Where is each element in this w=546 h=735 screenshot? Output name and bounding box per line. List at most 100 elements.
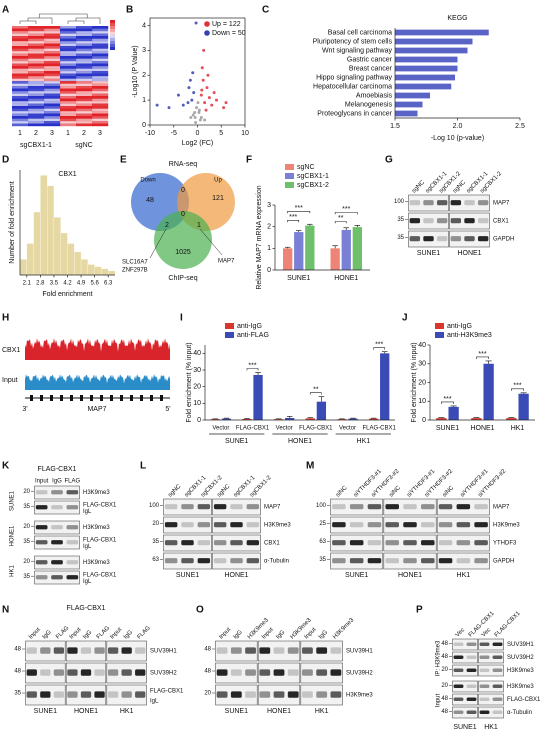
blot-frame bbox=[478, 664, 504, 677]
color-key bbox=[110, 20, 115, 23]
blot-band bbox=[453, 710, 464, 715]
blot-band bbox=[438, 522, 453, 528]
blot-band bbox=[479, 710, 490, 715]
bar bbox=[395, 38, 473, 45]
point bbox=[200, 66, 204, 70]
x-axis-label: Fold enrichment bbox=[42, 291, 92, 298]
heatmap-cell bbox=[92, 26, 109, 29]
protein-label: MAP7 bbox=[264, 505, 281, 511]
blot-band bbox=[466, 668, 477, 673]
group-label: HK1 bbox=[315, 708, 329, 715]
group-label: SUNE1 bbox=[345, 572, 368, 579]
y-tick-label: 0 bbox=[267, 267, 271, 274]
blot-band bbox=[456, 522, 471, 528]
blot-frame bbox=[478, 706, 504, 719]
blot-band bbox=[332, 540, 346, 546]
heatmap-cell bbox=[44, 58, 61, 62]
color-key bbox=[110, 29, 115, 32]
blot-frame bbox=[436, 552, 490, 570]
blot-band bbox=[438, 558, 453, 564]
color-key bbox=[110, 23, 115, 26]
heatmap-cell bbox=[44, 101, 61, 104]
x-tick-label: 5.6 bbox=[90, 281, 99, 287]
blot-band bbox=[421, 558, 435, 564]
heatmap-cell bbox=[12, 26, 29, 29]
blot-band bbox=[316, 669, 328, 676]
heatmap-cell bbox=[92, 43, 109, 47]
heatmap-cell bbox=[44, 86, 61, 89]
blot-band bbox=[423, 218, 434, 224]
bar bbox=[518, 393, 529, 420]
exon bbox=[70, 395, 73, 401]
heatmap-cell bbox=[60, 101, 77, 104]
blot-band bbox=[349, 522, 364, 528]
heatmap-cell bbox=[12, 76, 29, 79]
blot-band bbox=[403, 540, 417, 546]
x-tick-label: 4.9 bbox=[77, 281, 86, 287]
heatmap-cell bbox=[12, 98, 29, 102]
heatmap-cell bbox=[92, 96, 109, 99]
blot-band bbox=[80, 669, 92, 676]
x-tick-label: 6.3 bbox=[104, 281, 113, 287]
blot-frame bbox=[408, 194, 449, 212]
heatmap-cell bbox=[12, 28, 29, 32]
heatmap-cell bbox=[12, 96, 29, 99]
heatmap-cell bbox=[92, 28, 109, 32]
panel-label: O bbox=[196, 605, 204, 616]
lane-label: IgG bbox=[42, 629, 53, 640]
x-tick-label: 0 bbox=[196, 130, 200, 137]
legend-label: Down = 50 bbox=[212, 30, 246, 37]
blot-band bbox=[216, 669, 228, 676]
significance-label: *** bbox=[295, 205, 303, 212]
blot-band bbox=[135, 669, 146, 676]
heatmap-cell bbox=[12, 61, 29, 64]
ladder-label: 35 bbox=[397, 217, 404, 223]
blot-band bbox=[456, 540, 471, 546]
heatmap-cell bbox=[28, 103, 45, 107]
blot-frame bbox=[383, 552, 437, 570]
heatmap-cell bbox=[12, 103, 29, 107]
blot-band bbox=[35, 575, 48, 580]
category-label: FLAG-CBX1 bbox=[236, 426, 270, 432]
heatmap-cell bbox=[44, 38, 61, 42]
protein-label: FLAG-CBX1 bbox=[83, 502, 117, 508]
histogram-bar bbox=[60, 232, 68, 276]
blot-band bbox=[213, 522, 227, 528]
blot-band bbox=[302, 669, 313, 676]
heatmap-cell bbox=[28, 56, 45, 59]
significance-label: *** bbox=[248, 362, 256, 369]
blot-band bbox=[259, 647, 271, 654]
blot-band bbox=[26, 691, 37, 698]
bar bbox=[352, 227, 362, 270]
venn-label: Up bbox=[214, 178, 222, 184]
blot-frame bbox=[300, 684, 343, 706]
category-label: Breast cancer bbox=[349, 65, 393, 72]
lane-label: IgG bbox=[82, 629, 93, 640]
lane-label: sgNC bbox=[167, 483, 182, 498]
heatmap-cell bbox=[28, 73, 45, 77]
blot-band bbox=[456, 558, 471, 564]
lane-label: IgG bbox=[233, 629, 244, 640]
exon bbox=[90, 395, 93, 401]
x-tick-label: 2.8 bbox=[36, 281, 45, 287]
point bbox=[193, 116, 197, 120]
blot-band bbox=[421, 540, 435, 546]
heatmap-cell bbox=[60, 53, 77, 57]
heatmap-cell bbox=[60, 31, 77, 34]
heatmap-cell bbox=[28, 38, 45, 42]
category-label: Gastric cancer bbox=[347, 56, 393, 63]
blot-frame bbox=[478, 680, 504, 693]
blot-band bbox=[330, 669, 342, 676]
heatmap-cell bbox=[76, 76, 93, 79]
blot-band bbox=[51, 560, 63, 565]
heatmap-cell bbox=[28, 46, 45, 49]
point bbox=[199, 93, 203, 97]
blot-band bbox=[164, 540, 178, 546]
point bbox=[224, 101, 228, 105]
point bbox=[201, 78, 205, 82]
panel-label: J bbox=[402, 313, 408, 324]
heatmap-cell bbox=[28, 71, 45, 74]
blot-frame bbox=[25, 640, 66, 662]
heatmap-cell bbox=[92, 93, 109, 97]
